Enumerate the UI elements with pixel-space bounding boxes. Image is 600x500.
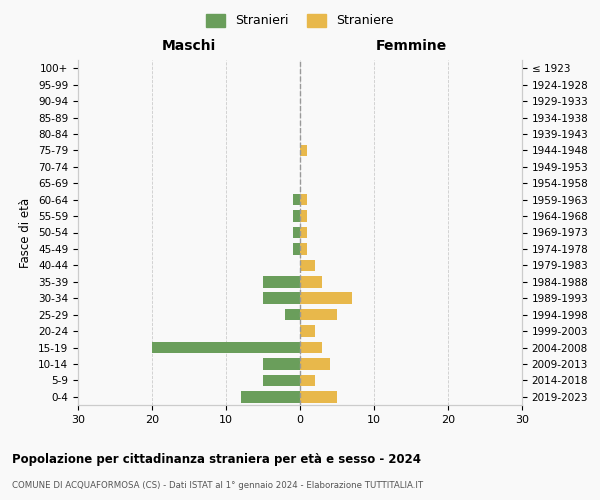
Bar xyxy=(241,391,300,402)
Bar xyxy=(293,243,300,254)
Bar xyxy=(300,227,307,238)
Bar xyxy=(300,358,329,370)
Bar xyxy=(300,326,315,337)
Bar xyxy=(300,374,315,386)
Text: Femmine: Femmine xyxy=(376,39,446,53)
Bar xyxy=(300,292,352,304)
Bar xyxy=(300,276,322,287)
Bar xyxy=(300,210,307,222)
Y-axis label: Fasce di età: Fasce di età xyxy=(19,198,32,268)
Text: Popolazione per cittadinanza straniera per età e sesso - 2024: Popolazione per cittadinanza straniera p… xyxy=(12,452,421,466)
Bar xyxy=(293,194,300,205)
Bar xyxy=(300,194,307,205)
Bar xyxy=(300,342,322,353)
Bar xyxy=(293,227,300,238)
Bar xyxy=(263,292,300,304)
Bar xyxy=(300,309,337,320)
Bar xyxy=(263,276,300,287)
Bar xyxy=(285,309,300,320)
Bar xyxy=(152,342,300,353)
Bar xyxy=(263,374,300,386)
Bar xyxy=(300,391,337,402)
Bar xyxy=(293,210,300,222)
Text: COMUNE DI ACQUAFORMOSA (CS) - Dati ISTAT al 1° gennaio 2024 - Elaborazione TUTTI: COMUNE DI ACQUAFORMOSA (CS) - Dati ISTAT… xyxy=(12,481,423,490)
Bar xyxy=(300,243,307,254)
Bar xyxy=(263,358,300,370)
Bar xyxy=(300,260,315,271)
Bar xyxy=(300,144,307,156)
Text: Maschi: Maschi xyxy=(162,39,216,53)
Legend: Stranieri, Straniere: Stranieri, Straniere xyxy=(202,8,398,32)
